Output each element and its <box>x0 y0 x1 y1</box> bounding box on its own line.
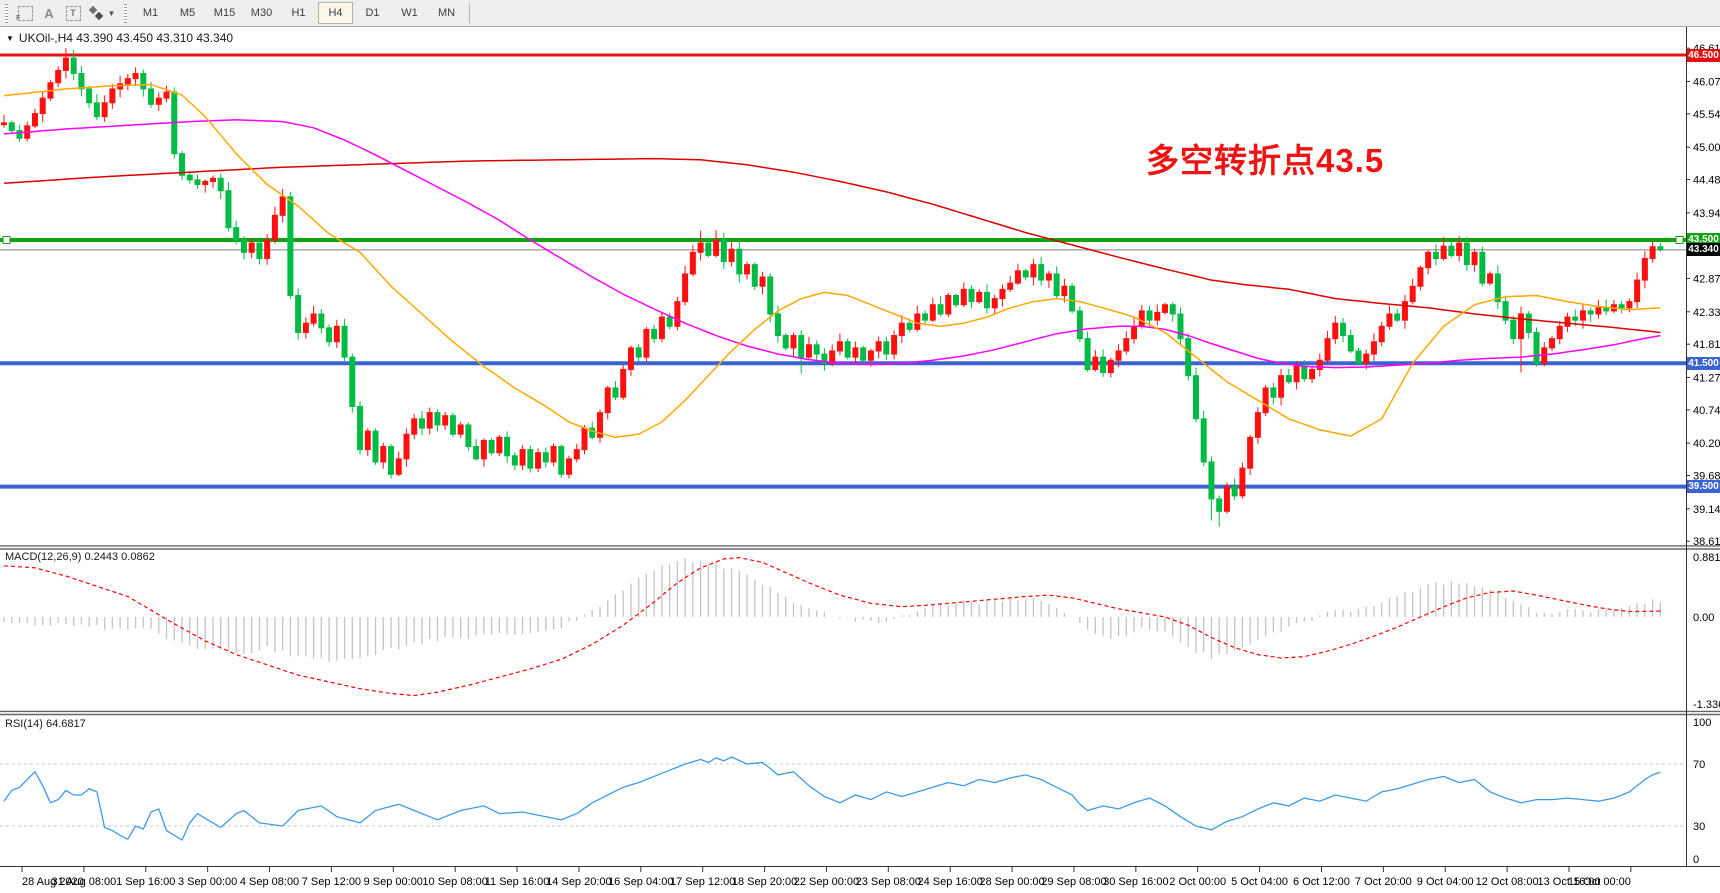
time-tick-label: 13 Oct 16:00 <box>1538 876 1601 888</box>
time-tick-label: 12 Oct 08:00 <box>1476 876 1539 888</box>
timeframe-toolbar: M1 M5 M15 M30 H1 H4 D1 W1 MN <box>132 2 465 24</box>
time-tick-label: 1 Sep 16:00 <box>116 876 175 888</box>
macd-axis-label: 0.8812 <box>1693 552 1720 564</box>
ma-magenta-line <box>3 118 1661 369</box>
symbol-dropdown-icon[interactable]: ▼ <box>6 34 14 43</box>
rsi-indicator-label: RSI(14) 64.6817 <box>5 718 86 730</box>
chart-area[interactable]: 46.61046.07045.54545.00544.48043.94042.8… <box>0 27 1720 893</box>
time-tick-label: 15 Oct 00:00 <box>1568 876 1631 888</box>
price-tick-label: 45.545 <box>1693 109 1720 121</box>
price-tick-label: 43.940 <box>1693 208 1720 220</box>
macd-axis-label: 0.00 <box>1693 612 1714 624</box>
price-tick-label: 39.680 <box>1693 471 1720 483</box>
price-tick-label: 41.810 <box>1693 339 1720 351</box>
time-tick-label: 28 Sep 00:00 <box>979 876 1044 888</box>
time-tick-label: 7 Sep 12:00 <box>302 876 361 888</box>
timeframe-button-w1[interactable]: W1 <box>401 7 418 19</box>
candles <box>1 48 1664 527</box>
timeframe-button-m5[interactable]: M5 <box>179 7 196 19</box>
time-tick-label: 3 Sep 00:00 <box>178 876 237 888</box>
time-tick-label: 4 Sep 08:00 <box>240 876 299 888</box>
ma-orange-line <box>3 83 1661 439</box>
timeframe-button-m30[interactable]: M30 <box>250 7 273 19</box>
fibonacci-grid-icon[interactable]: F <box>13 2 37 24</box>
macd-axis-label: -1.3368 <box>1693 699 1720 711</box>
price-badge-41.500: 41.500 <box>1687 356 1720 370</box>
rsi-pane <box>0 756 1686 841</box>
price-tick-label: 40.745 <box>1693 405 1720 417</box>
rsi-axis-label: 30 <box>1693 821 1705 833</box>
time-tick-label: 29 Sep 08:00 <box>1041 876 1106 888</box>
rsi-line <box>3 756 1661 841</box>
time-tick-label: 9 Oct 04:00 <box>1417 876 1474 888</box>
time-tick-label: 2 Oct 00:00 <box>1169 876 1226 888</box>
macd-indicator-label: MACD(12,26,9) 0.2443 0.0862 <box>5 551 155 563</box>
macd-signal-line <box>3 556 1661 697</box>
time-tick-label: 9 Sep 00:00 <box>364 876 423 888</box>
toolbar-drag-handle[interactable] <box>3 3 10 23</box>
time-tick-label: 16 Sep 04:00 <box>608 876 673 888</box>
time-tick-label: 23 Sep 08:00 <box>856 876 921 888</box>
chart-annotation-text[interactable]: 多空转折点43.5 <box>1146 142 1385 179</box>
text-label-tool-icon[interactable]: T <box>61 2 85 24</box>
price-chart-svg[interactable]: 46.61046.07045.54545.00544.48043.94042.8… <box>0 27 1720 893</box>
price-badge-39.500: 39.500 <box>1687 480 1720 494</box>
macd-pane <box>3 556 1662 697</box>
time-tick-label: 24 Sep 16:00 <box>917 876 982 888</box>
rsi-axis-label: 70 <box>1693 759 1705 771</box>
time-tick-label: 10 Sep 08:00 <box>422 876 487 888</box>
arrow-objects-icon[interactable]: ▼ <box>85 2 119 24</box>
price-badge-46.500: 46.500 <box>1687 48 1720 62</box>
price-tick-label: 42.875 <box>1693 274 1720 286</box>
toolbar-separator <box>469 3 470 23</box>
price-pane <box>0 48 1686 527</box>
timeframe-button-h4[interactable]: H4 <box>318 2 353 24</box>
timeframe-toolbar-drag-handle[interactable] <box>122 3 129 23</box>
time-tick-label: 5 Oct 04:00 <box>1231 876 1288 888</box>
price-tick-label: 46.070 <box>1693 77 1720 89</box>
rsi-axis-label: 0 <box>1693 854 1699 866</box>
price-tick-label: 45.005 <box>1693 142 1720 154</box>
rsi-axis-label: 100 <box>1693 717 1711 729</box>
timeframe-button-h1[interactable]: H1 <box>291 7 306 19</box>
time-tick-label: 11 Sep 16:00 <box>485 876 550 888</box>
price-badge-43.340: 43.340 <box>1687 243 1720 257</box>
price-tick-label: 42.335 <box>1693 307 1720 319</box>
text-tool-icon[interactable]: A <box>44 5 54 21</box>
price-tick-label: 38.615 <box>1693 536 1720 548</box>
chart-title-text: UKOil-,H4 43.390 43.450 43.310 43.340 <box>18 31 234 45</box>
drawing-toolbar: F A T ▼ <box>13 2 119 24</box>
timeframe-button-m1[interactable]: M1 <box>142 7 159 19</box>
price-tick-label: 41.270 <box>1693 372 1720 384</box>
time-tick-label: 30 Sep 16:00 <box>1103 876 1168 888</box>
axes: 46.61046.07045.54545.00544.48043.94042.8… <box>0 27 1720 888</box>
toolbar: F A T ▼ M1 M5 M15 M30 H1 H4 D1 W1 MN <box>0 0 1720 27</box>
hline-anchor-right <box>1675 235 1684 244</box>
time-tick-label: 6 Oct 12:00 <box>1293 876 1350 888</box>
hline-anchor-left <box>2 235 11 244</box>
ma-red-line <box>3 157 1661 334</box>
time-tick-label: 17 Sep 12:00 <box>670 876 735 888</box>
timeframe-button-mn[interactable]: MN <box>437 7 456 19</box>
time-tick-label: 7 Oct 20:00 <box>1355 876 1412 888</box>
time-tick-label: 18 Sep 20:00 <box>732 876 797 888</box>
time-tick-label: 22 Sep 00:00 <box>794 876 859 888</box>
time-tick-label: 31 Aug 08:00 <box>51 876 116 888</box>
price-tick-label: 40.205 <box>1693 438 1720 450</box>
timeframe-button-d1[interactable]: D1 <box>365 7 380 19</box>
chart-title: ▼ UKOil-,H4 43.390 43.450 43.310 43.340 <box>6 31 233 45</box>
timeframe-button-m15[interactable]: M15 <box>213 7 236 19</box>
time-tick-label: 28 Aug 2020 <box>22 876 84 888</box>
price-badge-43.500: 43.500 <box>1687 233 1720 247</box>
price-tick-label: 39.140 <box>1693 504 1720 516</box>
price-tick-label: 44.480 <box>1693 175 1720 187</box>
time-tick-label: 14 Sep 20:00 <box>546 876 611 888</box>
